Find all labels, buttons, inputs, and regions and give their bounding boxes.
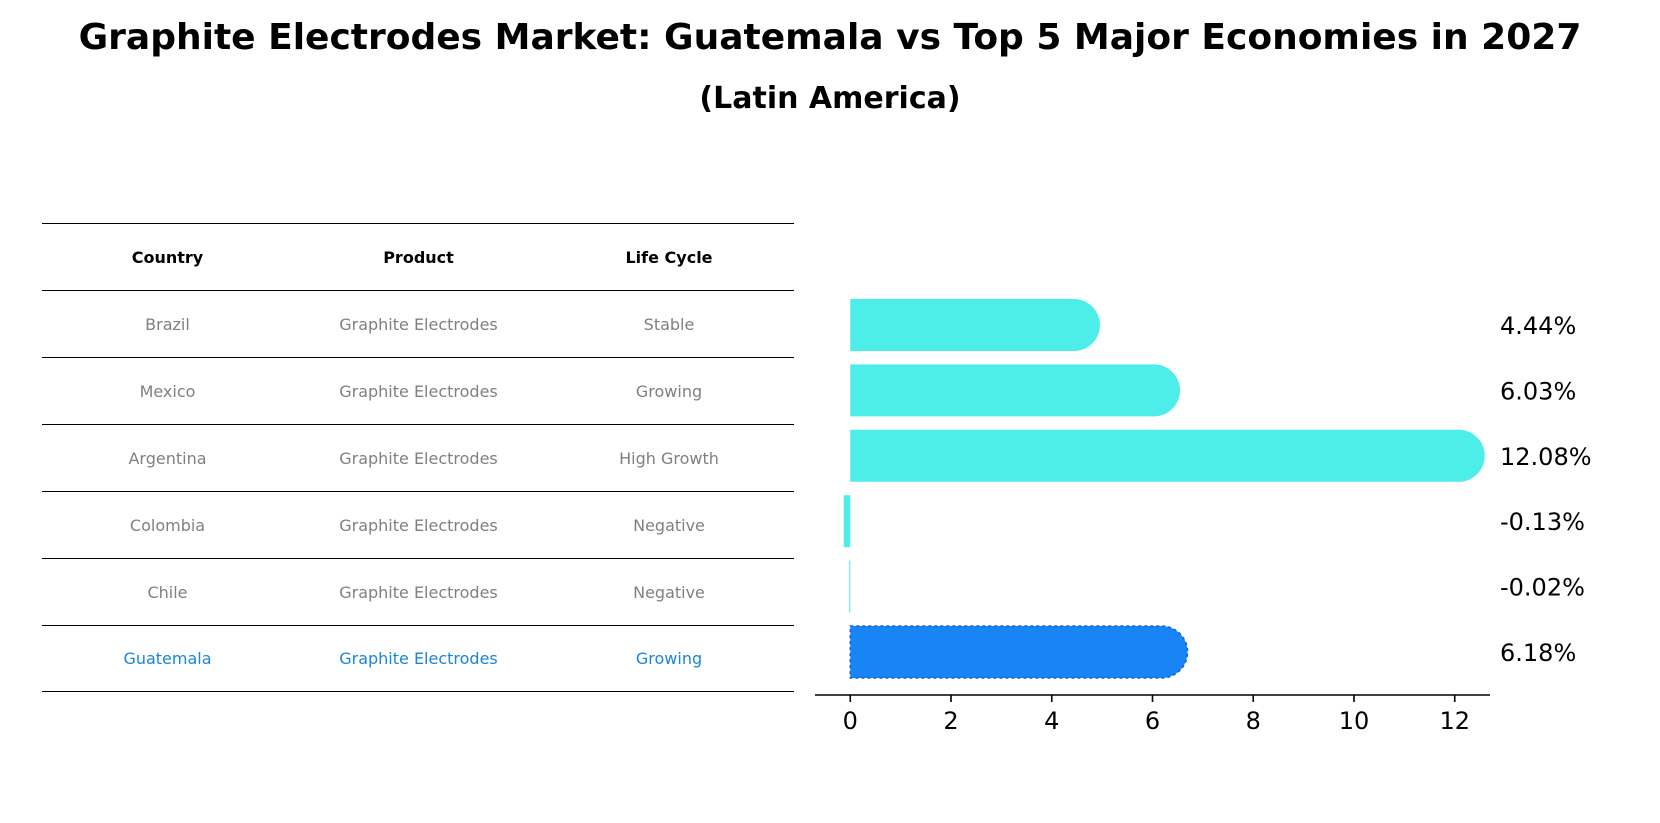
bar-chile	[849, 560, 851, 613]
chart-subtitle: (Latin America)	[699, 81, 961, 116]
x-tick-label: 2	[943, 707, 958, 735]
life-cycle-cell: High Growth	[619, 448, 719, 468]
bar-brazil	[850, 299, 1100, 351]
bar-argentina	[850, 429, 1485, 482]
country-cell: Mexico	[139, 381, 196, 401]
life-cycle-cell: Growing	[635, 649, 703, 668]
life-cycle-cell: Negative	[633, 582, 705, 602]
bar-value-label: 6.03%	[1500, 377, 1576, 405]
column-header-life-cycle: Life Cycle	[625, 247, 713, 267]
x-tick-label: 4	[1044, 707, 1059, 735]
bar-value-label: -0.02%	[1500, 574, 1585, 602]
x-tick-label: 8	[1246, 707, 1261, 735]
table-row-highlighted: Guatemala Graphite Electrodes Growing	[42, 625, 794, 692]
life-cycle-cell: Stable	[643, 314, 695, 334]
bar-value-label: -0.13%	[1500, 508, 1585, 536]
product-cell: Graphite Electrodes	[339, 448, 498, 468]
product-cell: Graphite Electrodes	[339, 314, 498, 334]
bar-value-label: 12.08%	[1500, 443, 1592, 471]
country-cell: Argentina	[128, 448, 207, 468]
country-cell: Chile	[147, 582, 188, 602]
x-tick-label: 0	[843, 707, 858, 735]
life-cycle-cell: Growing	[635, 381, 703, 401]
product-cell: Graphite Electrodes	[339, 515, 498, 535]
info-table: Country Product Life Cycle Brazil Graphi…	[42, 223, 794, 692]
country-cell: Guatemala	[123, 649, 212, 668]
table-row: Chile Graphite Electrodes Negative	[42, 558, 794, 625]
product-cell: Graphite Electrodes	[339, 381, 498, 401]
country-cell: Colombia	[129, 515, 206, 535]
life-cycle-cell: Negative	[633, 515, 705, 535]
table-row: Argentina Graphite Electrodes High Growt…	[42, 424, 794, 491]
bar-mexico	[850, 364, 1181, 417]
table-row: Brazil Graphite Electrodes Stable	[42, 290, 794, 357]
x-tick-label: 6	[1145, 707, 1160, 735]
table-row: Mexico Graphite Electrodes Growing	[42, 357, 794, 424]
x-tick-label: 12	[1439, 707, 1470, 735]
column-header-country: Country	[131, 247, 204, 267]
bar-colombia	[843, 495, 851, 548]
chart-title: Graphite Electrodes Market: Guatemala vs…	[78, 17, 1582, 58]
table-row: Colombia Graphite Electrodes Negative	[42, 491, 794, 558]
bar-value-label: 4.44%	[1500, 312, 1576, 340]
product-cell: Graphite Electrodes	[339, 582, 498, 602]
column-header-product: Product	[383, 247, 454, 267]
table-header-row: Country Product Life Cycle	[42, 223, 794, 290]
product-cell: Graphite Electrodes	[339, 649, 498, 668]
country-cell: Brazil	[145, 314, 190, 334]
bar-value-label: 6.18%	[1500, 639, 1576, 667]
bar-guatemala	[849, 625, 1189, 679]
x-tick-label: 10	[1339, 707, 1370, 735]
